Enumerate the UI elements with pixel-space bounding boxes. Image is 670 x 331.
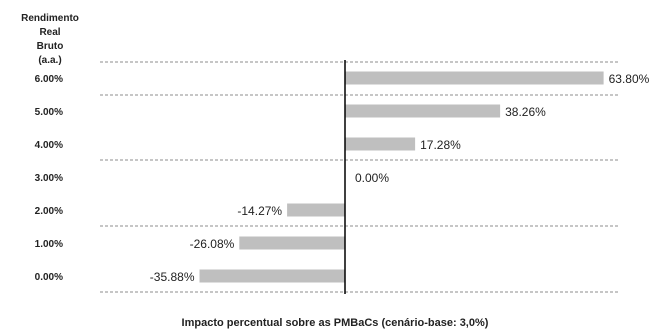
data-label: 63.80% [609,72,650,86]
data-label: -14.27% [237,204,282,218]
y-axis-title-line-2: Bruto [36,41,64,52]
y-axis-title-line-3: (a.a.) [38,55,62,66]
data-label: 38.26% [505,105,546,119]
y-tick-label: 0.00% [35,272,63,283]
data-label: 0.00% [355,171,389,185]
bar [345,71,604,85]
y-tick-label: 1.00% [35,239,63,250]
bars [199,71,604,283]
data-labels: 63.80% 38.26% 17.28% 0.00% -14.27% -26.08% -35… [150,72,650,284]
y-axis-title: Rendimento Real Bruto (a.a.) [10,12,90,68]
bar [345,137,416,151]
data-label: -26.08% [190,237,235,251]
bar [345,104,501,118]
bar [287,203,345,217]
bar [199,269,345,283]
y-tick-label: 6.00% [35,74,63,85]
y-tick-label: 5.00% [35,107,63,118]
y-tick-label: 3.00% [35,173,63,184]
bar [239,236,345,250]
y-tick-label: 2.00% [35,206,63,217]
data-label: -35.88% [150,270,195,284]
data-label: 17.28% [420,138,461,152]
y-tick-label: 4.00% [35,140,63,151]
y-tick-labels: 6.00% 5.00% 4.00% 3.00% 2.00% 1.00% 0.00% [35,74,63,283]
x-axis-title: Impacto percentual sobre as PMBaCs (cená… [181,317,489,329]
grid-separators [100,61,620,293]
y-axis-title-line-1: Rendimento Real [21,13,79,38]
